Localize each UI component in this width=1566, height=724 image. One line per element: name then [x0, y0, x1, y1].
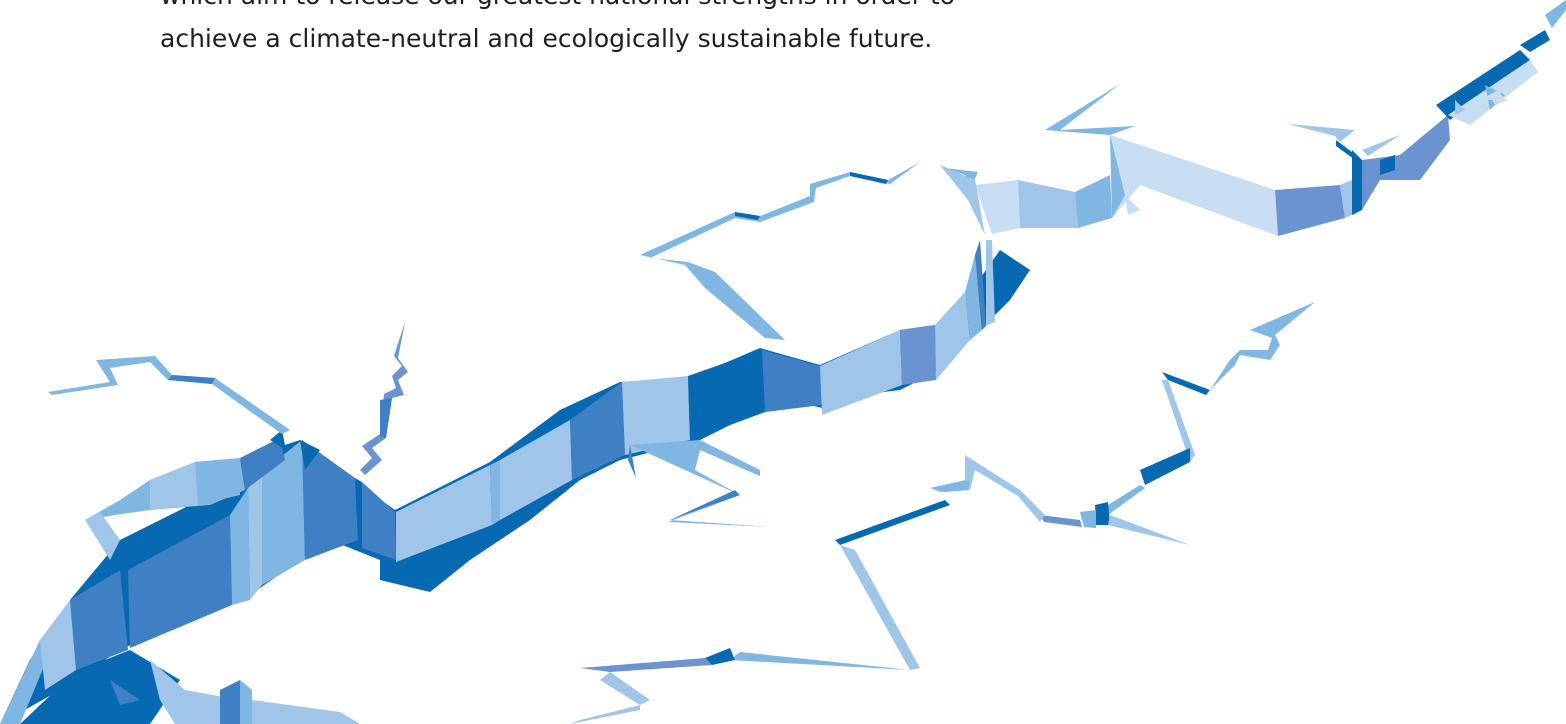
crack-main-chasm — [0, 240, 1030, 724]
intro-line-2: achieve a climate-neutral and ecological… — [160, 24, 933, 53]
crack-left-end — [0, 430, 360, 724]
crack-right-branch — [975, 0, 1566, 236]
crack-hairlines — [48, 84, 1400, 724]
intro-paragraph: which aim to release our greatest nation… — [160, 0, 1060, 60]
intro-line-1: which aim to release our greatest nation… — [160, 0, 1060, 17]
